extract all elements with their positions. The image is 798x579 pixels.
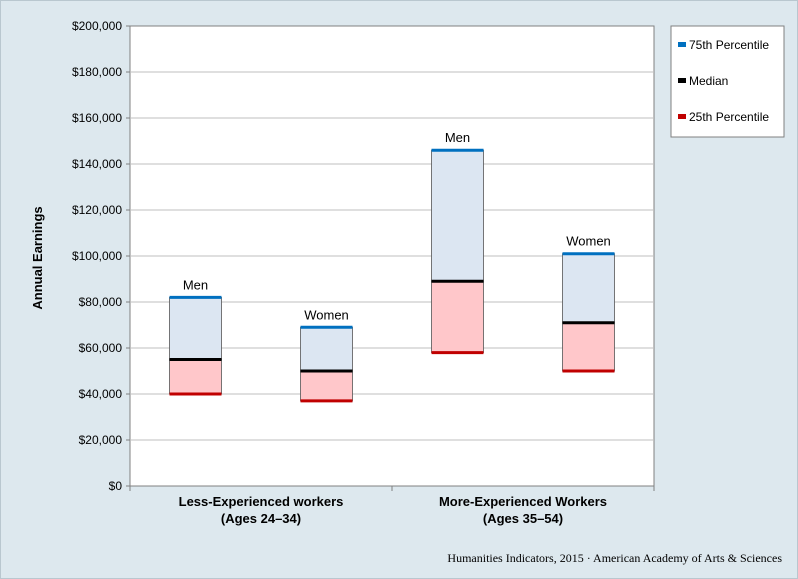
bar-upper-segment (169, 296, 222, 360)
legend: 75th Percentile Median 25th Percentile (670, 25, 785, 138)
category-label-line1: More-Experienced Workers (439, 494, 607, 509)
bar-upper-segment (300, 326, 353, 372)
y-axis-label: Annual Earnings (30, 206, 45, 309)
legend-label: 75th Percentile (689, 38, 769, 52)
source-note: Humanities Indicators, 2015 · American A… (447, 551, 782, 565)
bar-lower-segment (169, 359, 222, 395)
category-label-line1: Less-Experienced workers (179, 494, 344, 509)
bar-lower-segment (431, 280, 484, 353)
bar-upper-segment (431, 149, 484, 282)
legend-label: Median (689, 74, 728, 88)
bar-label: Men (183, 277, 208, 292)
bar-upper-segment (562, 253, 615, 324)
legend-swatch (678, 42, 686, 47)
bar-label: Women (566, 234, 611, 249)
y-tick-label: $200,000 (72, 19, 122, 33)
bars: Men Women Men Women (169, 130, 615, 403)
y-tick-label: $120,000 (72, 203, 122, 217)
category-labels: Less-Experienced workers (Ages 24–34) More… (179, 494, 607, 526)
y-tick-label: $180,000 (72, 65, 122, 79)
legend-box (670, 25, 785, 138)
category-label-line2: (Ages 24–34) (221, 511, 301, 526)
y-tick-label: $160,000 (72, 111, 122, 125)
y-axis-ticks: $0 $20,000 $40,000 $60,000 $80,000 $100,000 $1… (72, 19, 130, 493)
x-axis (129, 486, 655, 491)
y-tick-label: $140,000 (72, 157, 122, 171)
y-tick-label: $100,000 (72, 249, 122, 263)
y-tick-label: $40,000 (79, 387, 123, 401)
y-tick-label: $0 (109, 479, 123, 493)
category-label-line2: (Ages 35–54) (483, 511, 563, 526)
y-tick-label: $80,000 (79, 295, 123, 309)
y-tick-label: $20,000 (79, 433, 123, 447)
y-tick-label: $60,000 (79, 341, 123, 355)
legend-swatch (678, 114, 686, 119)
bar-label: Men (445, 130, 470, 145)
bar-lower-segment (562, 322, 615, 372)
bar-label: Women (304, 307, 349, 322)
bar-lower-segment (300, 370, 353, 402)
legend-swatch (678, 78, 686, 83)
legend-label: 25th Percentile (689, 110, 769, 124)
